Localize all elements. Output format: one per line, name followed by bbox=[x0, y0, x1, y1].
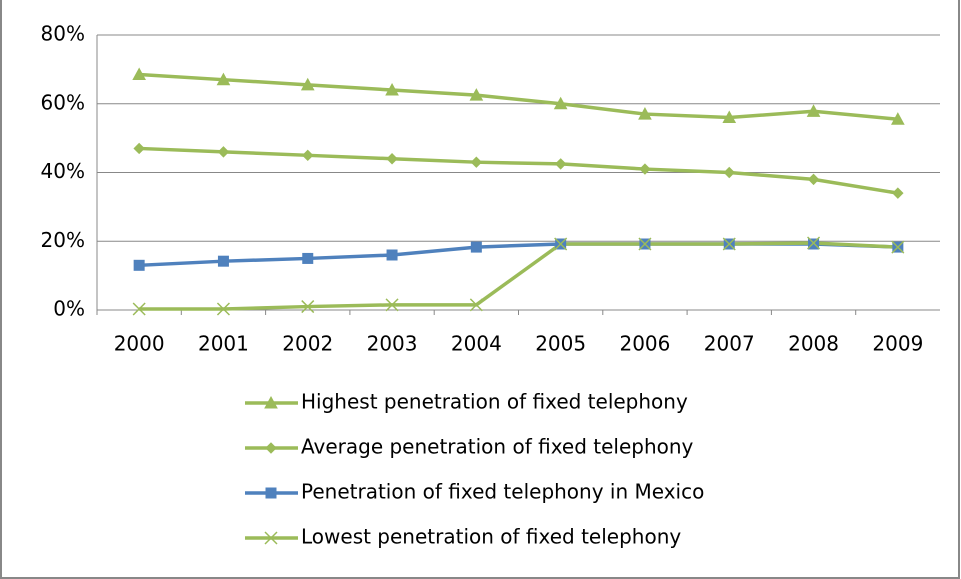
marker bbox=[386, 249, 398, 261]
x-tick-label: 2005 bbox=[535, 332, 586, 356]
x-tick-label: 2004 bbox=[451, 332, 502, 356]
x-tick-label: 2001 bbox=[198, 332, 249, 356]
x-tick-label: 2009 bbox=[872, 332, 923, 356]
y-tick-label: 0% bbox=[53, 297, 85, 321]
marker bbox=[217, 255, 229, 267]
marker bbox=[385, 298, 399, 312]
marker bbox=[806, 104, 821, 117]
marker bbox=[891, 112, 905, 125]
marker bbox=[807, 236, 821, 250]
marker bbox=[892, 187, 904, 199]
marker bbox=[300, 77, 315, 91]
x-tick-label: 2007 bbox=[704, 332, 755, 356]
marker bbox=[216, 72, 231, 86]
marker bbox=[385, 82, 399, 96]
legend-label: Lowest penetration of fixed telephony bbox=[301, 525, 681, 549]
x-tick-label: 2008 bbox=[788, 332, 839, 356]
series-line bbox=[139, 72, 899, 121]
x-tick-label: 2006 bbox=[619, 332, 670, 356]
series-line bbox=[139, 146, 899, 195]
y-tick-label: 20% bbox=[41, 228, 85, 252]
series-line bbox=[139, 241, 898, 311]
marker bbox=[639, 163, 651, 175]
marker bbox=[469, 88, 484, 101]
marker bbox=[553, 96, 568, 110]
marker bbox=[722, 237, 736, 251]
marker bbox=[133, 142, 145, 155]
legend-label: Average penetration of fixed telephony bbox=[301, 435, 694, 459]
marker bbox=[302, 149, 314, 162]
marker bbox=[554, 158, 567, 170]
marker bbox=[132, 302, 146, 316]
x-tick-label: 2003 bbox=[367, 332, 418, 356]
marker bbox=[216, 302, 230, 316]
legend-label: Highest penetration of fixed telephony bbox=[301, 390, 688, 414]
legend-label: Penetration of fixed telephony in Mexico bbox=[301, 480, 704, 504]
marker bbox=[638, 237, 652, 251]
marker bbox=[554, 237, 568, 251]
marker bbox=[302, 252, 314, 264]
marker bbox=[217, 146, 230, 158]
y-tick-label: 80% bbox=[41, 22, 85, 46]
marker bbox=[386, 153, 398, 165]
marker bbox=[807, 173, 820, 186]
y-tick-label: 60% bbox=[41, 90, 85, 114]
marker bbox=[470, 156, 483, 168]
marker bbox=[264, 395, 278, 409]
marker bbox=[722, 110, 737, 123]
marker bbox=[265, 487, 277, 499]
marker bbox=[891, 240, 905, 254]
x-tick-label: 2000 bbox=[114, 332, 165, 356]
y-tick-label: 40% bbox=[41, 159, 85, 183]
marker bbox=[265, 442, 277, 454]
marker bbox=[301, 300, 315, 314]
marker bbox=[470, 241, 482, 253]
marker bbox=[264, 531, 278, 545]
x-tick-label: 2002 bbox=[282, 332, 333, 356]
marker bbox=[723, 166, 735, 179]
marker bbox=[638, 107, 652, 120]
marker bbox=[469, 298, 483, 312]
marker bbox=[132, 67, 146, 81]
marker bbox=[133, 259, 145, 271]
